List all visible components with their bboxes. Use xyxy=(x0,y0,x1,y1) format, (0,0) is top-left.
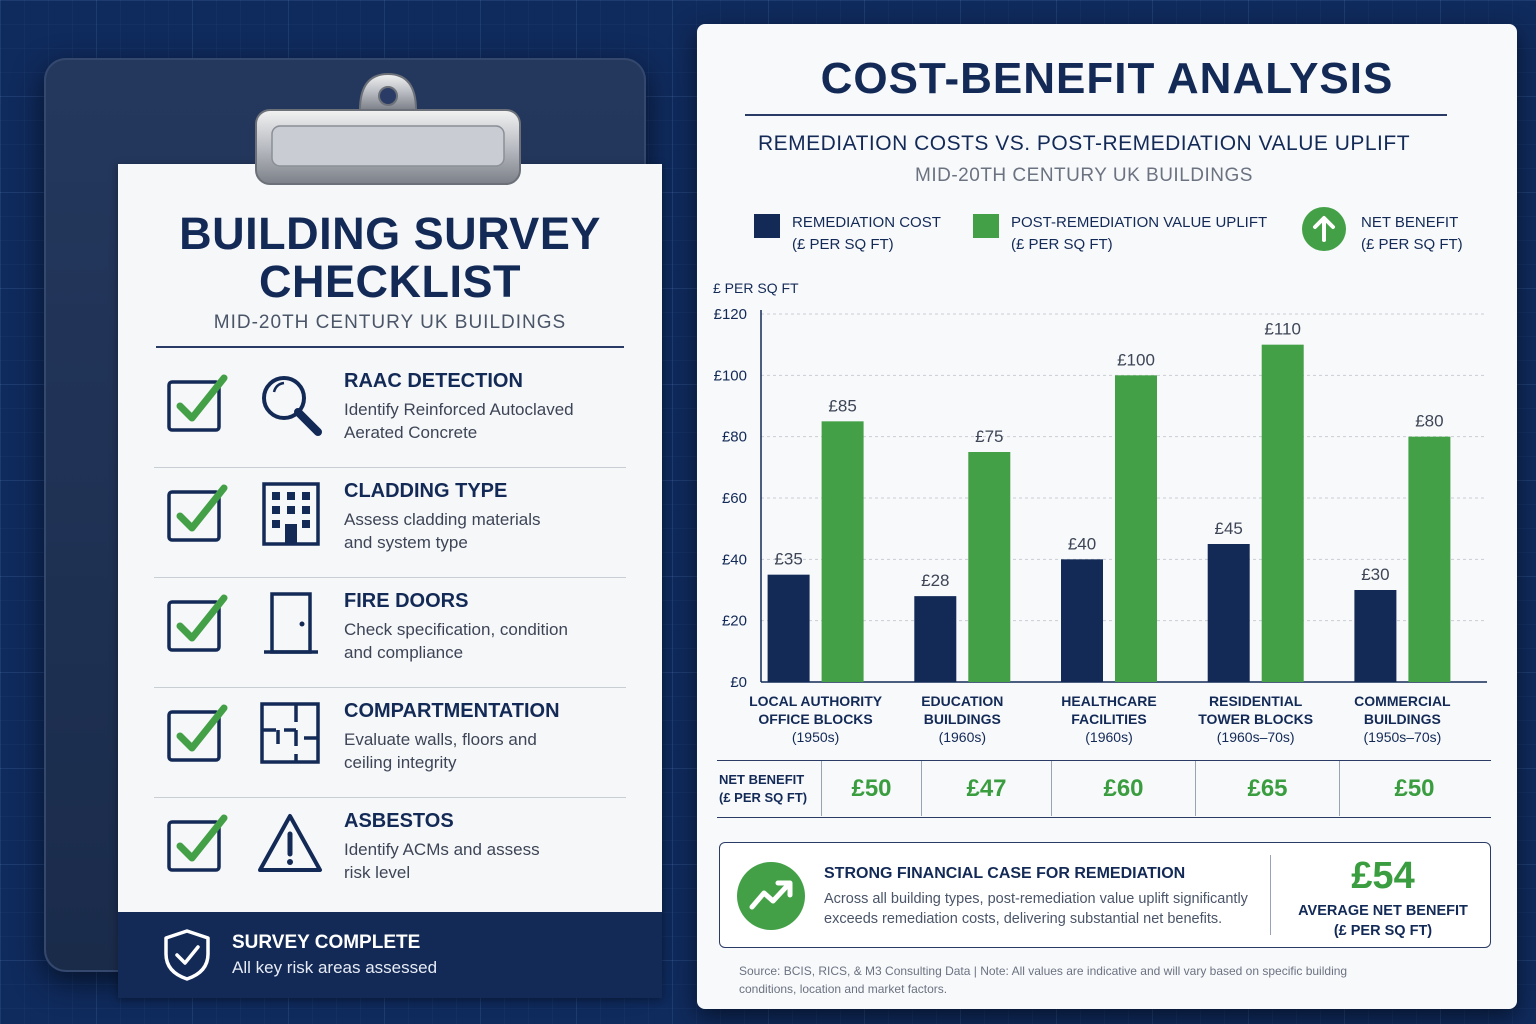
chart-subtitle: REMEDIATION COSTS VS. POST-REMEDIATION V… xyxy=(757,132,1411,155)
magnifier-icon xyxy=(262,376,322,436)
checklist-item-desc: Assess cladding materials and system typ… xyxy=(344,510,541,552)
y-tick-label: £100 xyxy=(714,367,747,384)
building-icon xyxy=(262,482,320,546)
remediation-cost-bar xyxy=(1354,590,1397,682)
trend-up-icon xyxy=(737,862,805,930)
clipboard-clip-icon xyxy=(255,72,521,185)
survey-complete-desc: All key risk areas assessed xyxy=(232,958,438,977)
y-tick-label: £20 xyxy=(722,613,747,630)
category-label: RESIDENTIAL TOWER BLOCKS (1960s–70s) xyxy=(1198,693,1314,745)
net-benefit-row-label: NET BENEFIT (£ PER SQ FT) xyxy=(719,772,808,805)
checklist-item-title: COMPARTMENTATION xyxy=(344,700,560,722)
checklist-item-fire-doors[interactable]: FIRE DOORS Check specification, conditio… xyxy=(154,578,626,688)
y-tick-label: £80 xyxy=(722,429,747,446)
shield-check-icon xyxy=(164,929,210,981)
category-label: LOCAL AUTHORITY OFFICE BLOCKS (1950s) xyxy=(749,693,883,745)
net-benefit-cell: £65 xyxy=(1195,761,1339,816)
bar-value-label: £80 xyxy=(1415,412,1443,431)
average-net-benefit-value: £54 xyxy=(1351,855,1415,897)
net-benefit-row: NET BENEFIT (£ PER SQ FT) £50 £47 £60 £6… xyxy=(717,760,1491,818)
checklist-title: BUILDING SURVEY CHECKLIST xyxy=(118,210,662,306)
net-benefit-cell: £60 xyxy=(1051,761,1195,816)
arrow-up-circle-icon xyxy=(1302,207,1346,251)
summary-desc: Across all building types, post-remediat… xyxy=(824,891,1248,927)
legend-label: NET BENEFIT (£ PER SQ FT) xyxy=(1361,214,1463,253)
title-divider xyxy=(745,114,1447,116)
door-icon xyxy=(264,592,318,654)
checklist-item-raac[interactable]: RAAC DETECTION Identify Reinforced Autoc… xyxy=(154,358,626,468)
checklist-divider xyxy=(156,346,624,348)
clipboard: BUILDING SURVEY CHECKLIST MID-20TH CENTU… xyxy=(44,58,662,998)
average-net-benefit-label: AVERAGE NET BENEFIT (£ PER SQ FT) xyxy=(1298,903,1468,939)
checklist-item-title: ASBESTOS xyxy=(344,810,454,832)
checklist-title-line1: BUILDING SURVEY xyxy=(179,208,601,259)
y-tick-label: £60 xyxy=(722,490,747,507)
legend-label: REMEDIATION COST (£ PER SQ FT) xyxy=(792,214,941,253)
bar-value-label: £75 xyxy=(975,427,1003,446)
value-uplift-bar xyxy=(968,452,1011,682)
remediation-cost-bar xyxy=(767,574,810,682)
checklist-item-asbestos[interactable]: ASBESTOS Identify ACMs and assess risk l… xyxy=(154,798,626,908)
bar-chart: £0 £20 £40 £60 £80 £100 £120 £35 £85 £28 £75 £40 £10… xyxy=(714,306,1487,691)
net-benefit-cell: £50 xyxy=(821,761,921,816)
checkbox-checked-icon[interactable] xyxy=(166,592,232,654)
checklist-subtitle: MID-20TH CENTURY UK BUILDINGS xyxy=(213,312,567,333)
cost-benefit-panel: COST-BENEFIT ANALYSIS REMEDIATION COSTS … xyxy=(697,24,1517,1009)
legend-swatch-green xyxy=(973,214,999,238)
remediation-cost-bar xyxy=(1061,559,1103,682)
checklist-item-title: RAAC DETECTION xyxy=(344,370,523,392)
net-benefit-cell: £50 xyxy=(1339,761,1489,816)
chart-subtitle-secondary: MID-20TH CENTURY UK BUILDINGS xyxy=(915,165,1253,186)
net-benefit-cell: £47 xyxy=(921,761,1051,816)
survey-complete-banner: SURVEY COMPLETE All key risk areas asses… xyxy=(118,912,662,998)
category-label: COMMERCIAL BUILDINGS (1950s–70s) xyxy=(1354,693,1451,745)
floorplan-icon xyxy=(260,702,320,764)
bar-value-label: £85 xyxy=(828,396,856,415)
value-uplift-bar xyxy=(821,421,864,682)
checklist-title-line2: CHECKLIST xyxy=(259,256,521,307)
category-label: EDUCATION BUILDINGS (1960s) xyxy=(921,693,1004,745)
summary-title: STRONG FINANCIAL CASE FOR REMEDIATION xyxy=(824,865,1186,882)
remediation-cost-bar xyxy=(1207,544,1250,682)
checkbox-checked-icon[interactable] xyxy=(166,812,232,874)
summary-box: STRONG FINANCIAL CASE FOR REMEDIATION Ac… xyxy=(719,842,1491,948)
legend-swatch-navy xyxy=(754,214,780,238)
value-uplift-bar xyxy=(1115,375,1157,682)
category-label: HEALTHCARE FACILITIES (1960s) xyxy=(1061,693,1157,745)
checklist-item-compartmentation[interactable]: COMPARTMENTATION Evaluate walls, floors … xyxy=(154,688,626,798)
remediation-cost-bar xyxy=(914,596,957,682)
bar-value-label: £35 xyxy=(774,550,802,569)
value-uplift-bar xyxy=(1408,436,1451,682)
checklist-item-cladding[interactable]: CLADDING TYPE Assess cladding materials … xyxy=(154,468,626,578)
checklist-item-desc: Evaluate walls, floors and ceiling integ… xyxy=(344,730,537,772)
survey-complete-title: SURVEY COMPLETE xyxy=(232,932,421,953)
checkbox-checked-icon[interactable] xyxy=(166,702,232,764)
bar-value-label: £30 xyxy=(1361,565,1389,584)
bar-value-label: £110 xyxy=(1264,320,1301,339)
value-uplift-bar xyxy=(1261,344,1304,682)
bar-value-label: £100 xyxy=(1117,350,1155,369)
checklist-item-title: FIRE DOORS xyxy=(344,590,469,612)
source-note: Source: BCIS, RICS, & M3 Consulting Data… xyxy=(739,964,1348,996)
warning-icon xyxy=(258,814,322,872)
y-tick-label: £40 xyxy=(722,551,747,568)
bar-value-label: £28 xyxy=(921,571,949,590)
bar-value-label: £40 xyxy=(1068,534,1096,553)
y-tick-label: £120 xyxy=(714,306,747,323)
checklist-item-title: CLADDING TYPE xyxy=(344,480,508,502)
summary-divider xyxy=(1270,855,1271,935)
chart-title: COST-BENEFIT ANALYSIS xyxy=(820,54,1394,103)
bar-value-label: £45 xyxy=(1215,519,1243,538)
y-axis-unit-label: £ PER SQ FT xyxy=(713,280,799,296)
y-tick-label: £0 xyxy=(730,674,747,691)
legend-label: POST-REMEDIATION VALUE UPLIFT (£ PER SQ … xyxy=(1011,214,1268,253)
checkbox-checked-icon[interactable] xyxy=(166,372,232,434)
checkbox-checked-icon[interactable] xyxy=(166,482,232,544)
checklist-item-desc: Check specification, condition and compl… xyxy=(344,620,568,662)
checklist-item-desc: Identify Reinforced Autoclaved Aerated C… xyxy=(344,400,574,442)
checklist-item-desc: Identify ACMs and assess risk level xyxy=(344,840,540,882)
checklist-paper: BUILDING SURVEY CHECKLIST MID-20TH CENTU… xyxy=(118,164,662,998)
